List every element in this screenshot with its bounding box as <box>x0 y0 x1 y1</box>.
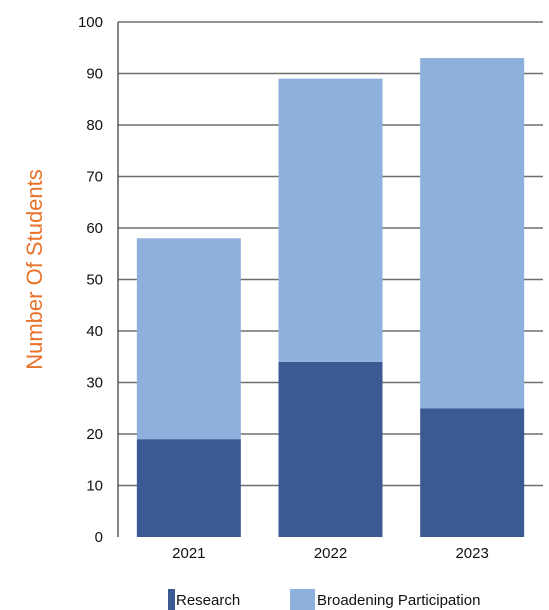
legend-swatch-broadening-participation <box>290 589 315 610</box>
y-tick-label: 100 <box>78 14 103 31</box>
bar-broadening-participation-2022 <box>278 78 383 362</box>
y-tick-label: 60 <box>86 220 103 237</box>
legend-label-research: Research <box>176 592 240 609</box>
y-tick-label: 80 <box>86 117 103 134</box>
y-tick-label: 10 <box>86 478 103 495</box>
x-tick-labels: 2021 2022 2023 <box>172 545 489 562</box>
legend-label-broadening-participation: Broadening Participation <box>317 592 480 609</box>
y-tick-label: 50 <box>86 272 103 289</box>
y-tick-label: 70 <box>86 169 103 186</box>
legend: Research Broadening Participation <box>168 589 480 610</box>
bars <box>136 58 525 537</box>
y-tick-label: 90 <box>86 66 103 83</box>
y-tick-label: 20 <box>86 426 103 443</box>
bar-research-2022 <box>278 361 383 537</box>
x-tick-label: 2021 <box>172 545 205 562</box>
legend-swatch-research <box>168 589 175 610</box>
y-tick-label: 40 <box>86 323 103 340</box>
x-tick-label: 2023 <box>455 545 488 562</box>
x-tick-label: 2022 <box>314 545 347 562</box>
bar-broadening-participation-2023 <box>420 58 525 409</box>
y-tick-labels: 0 10 20 30 40 50 60 70 80 90 100 <box>78 14 103 546</box>
bar-broadening-participation-2021 <box>136 238 241 440</box>
y-axis-label: Number Of Students <box>22 169 47 370</box>
bar-research-2023 <box>420 408 525 537</box>
bar-research-2021 <box>136 439 241 537</box>
y-tick-label: 0 <box>95 529 103 546</box>
y-tick-label: 30 <box>86 375 103 392</box>
